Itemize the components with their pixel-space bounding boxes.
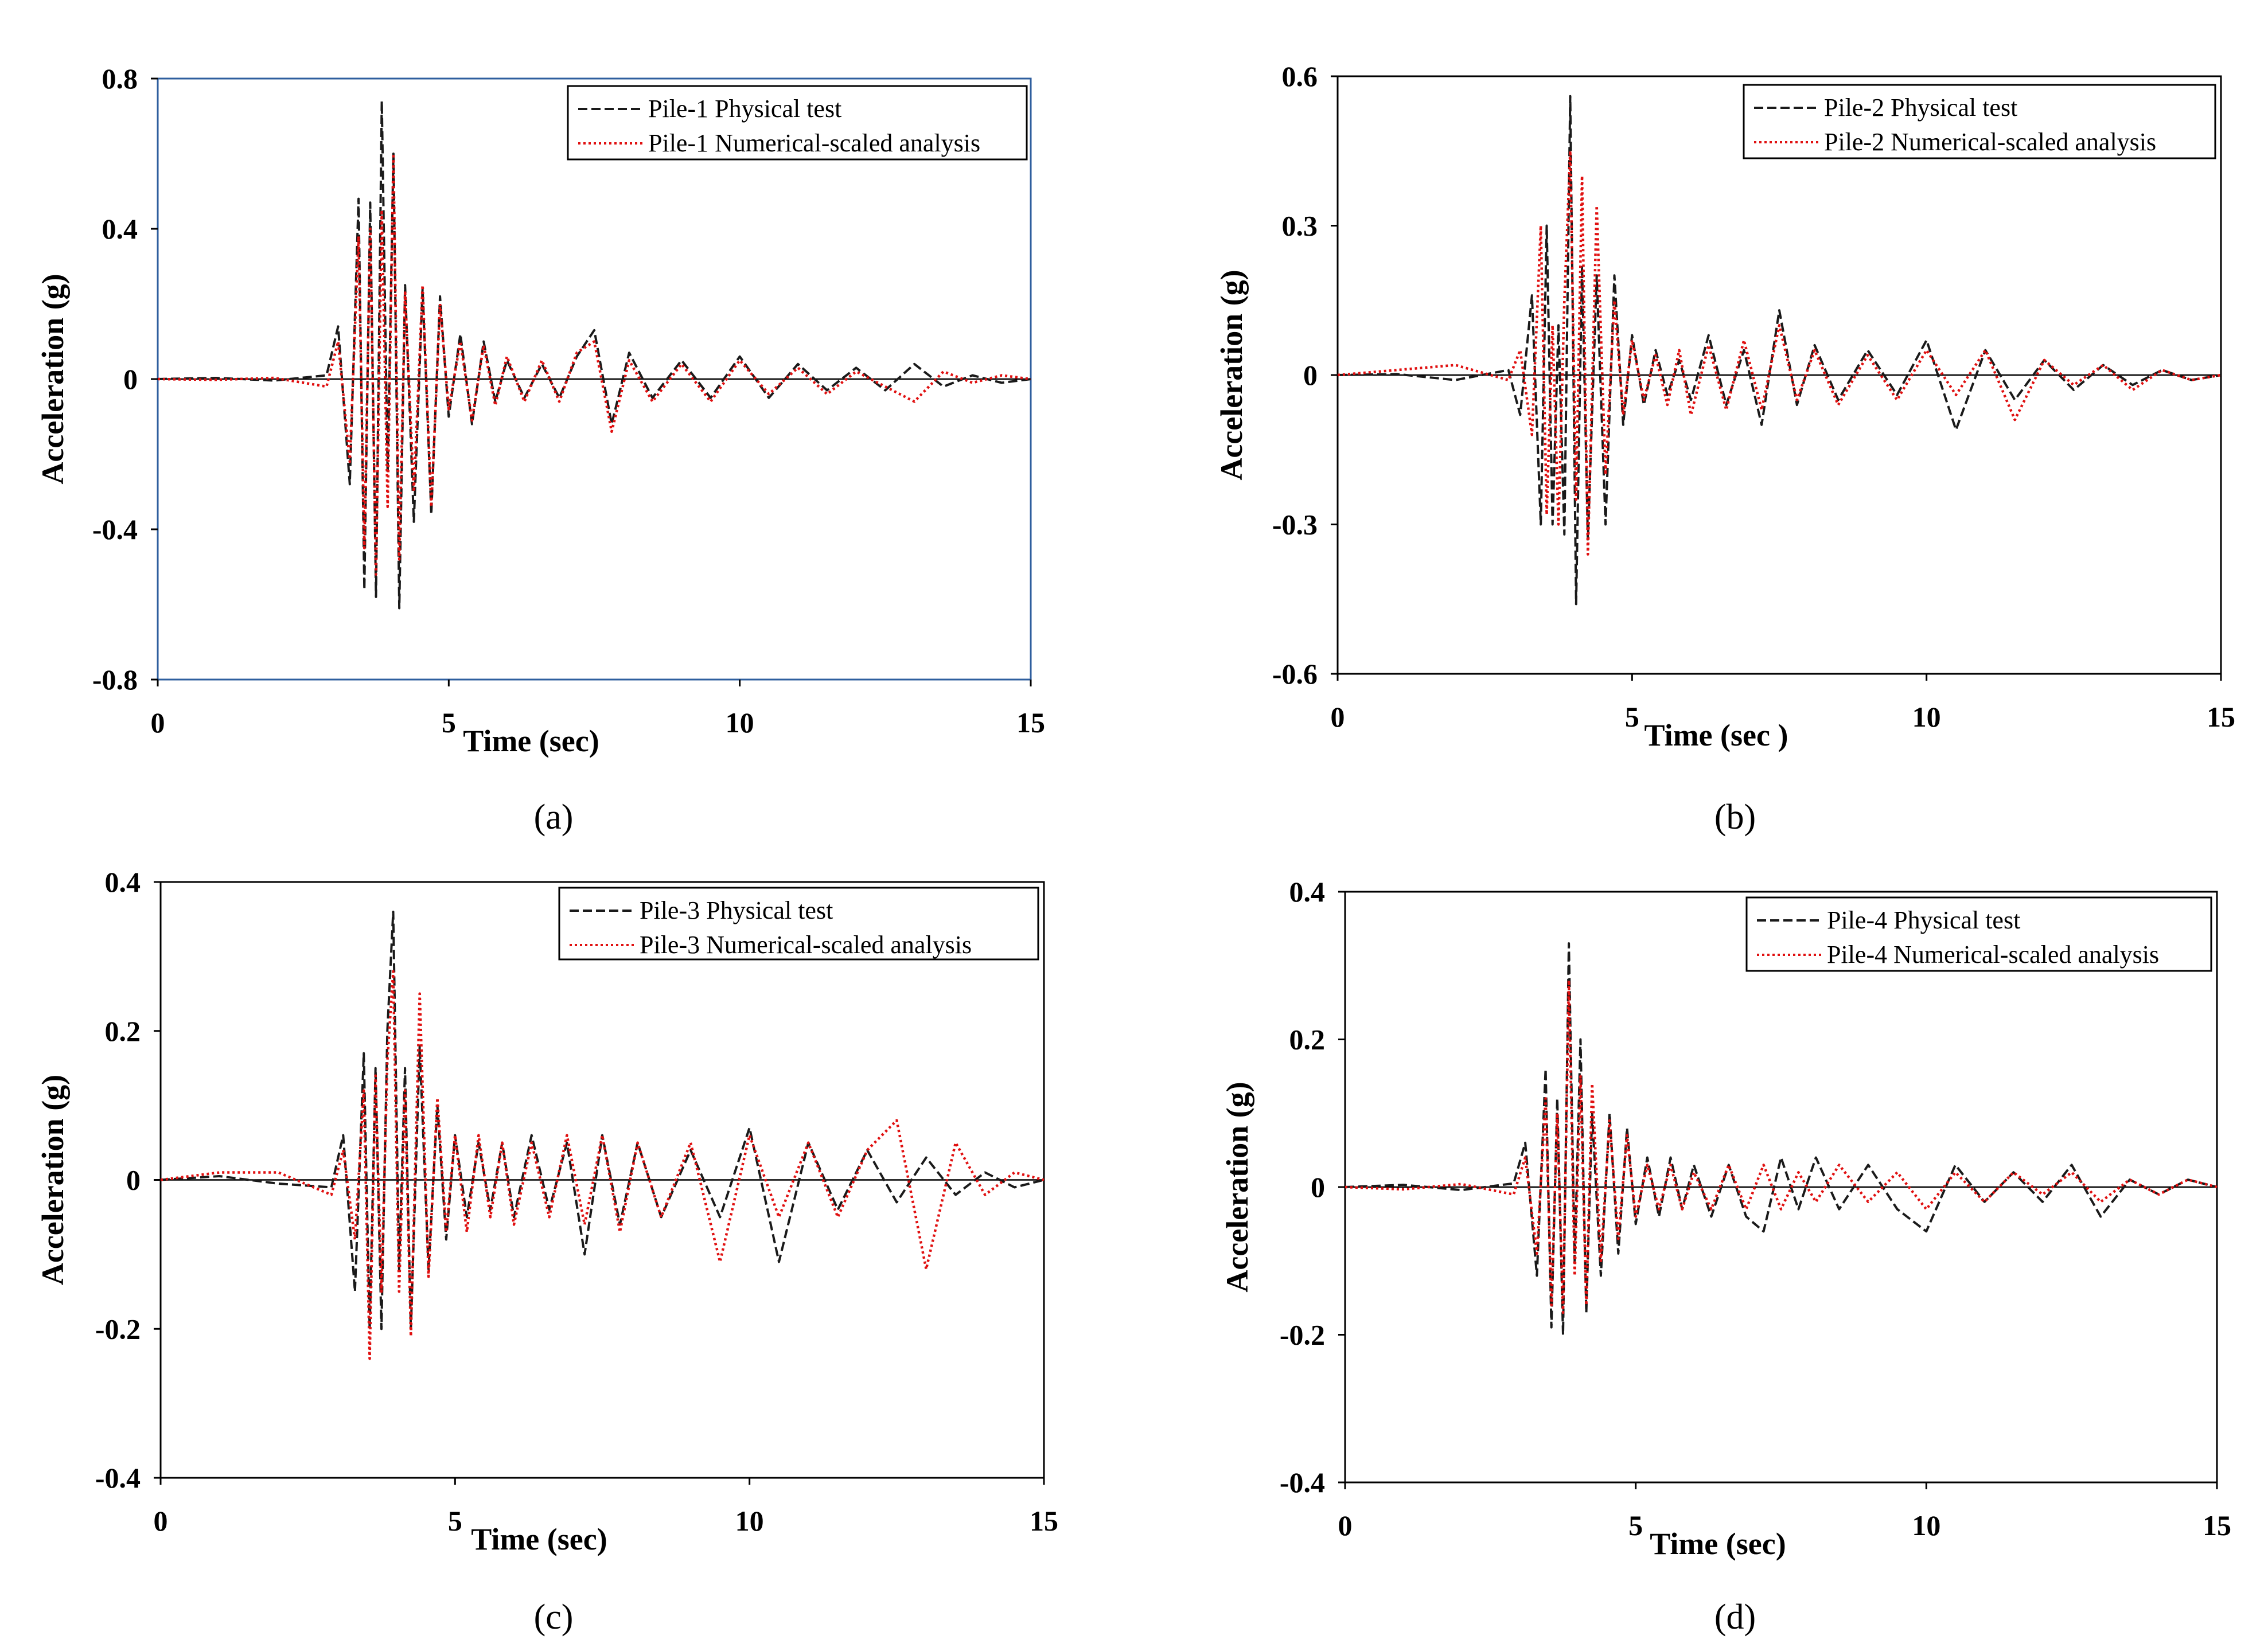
series-line-numerical-analysis (1345, 979, 2218, 1314)
y-tick-label: 0.6 (1282, 60, 1318, 92)
legend-label: Pile-3 Numerical-scaled analysis (640, 931, 972, 959)
y-tick-label: 0 (1303, 359, 1318, 391)
panel-caption: (a) (534, 798, 574, 837)
y-tick-label: -0.2 (1280, 1319, 1325, 1351)
series-line-physical-test (1337, 95, 2222, 606)
y-tick-label: 0.3 (1282, 210, 1318, 242)
series-line-physical-test (1345, 942, 2218, 1336)
x-tick-label: 15 (1016, 707, 1045, 739)
y-tick-label: 0.4 (105, 866, 141, 898)
x-tick-label: 10 (735, 1505, 764, 1537)
x-tick-label: 5 (1628, 1509, 1643, 1541)
legend: Pile-3 Physical test Pile-3 Numerical-sca… (558, 887, 1039, 961)
y-tick-label: 0.4 (102, 213, 138, 245)
legend-label: Pile-4 Physical test (1827, 906, 2020, 934)
chart-panel-4: -0.4 -0.2 0 0.2 0.4 0 5 10 15 Time (sec) Accelerat… (1220, 876, 2231, 1637)
series-line-numerical-analysis (160, 970, 1045, 1360)
series-line-numerical-analysis (157, 152, 1031, 576)
legend: Pile-2 Physical test Pile-2 Numerical-sca… (1743, 84, 2216, 159)
x-tick-label: 5 (448, 1505, 462, 1537)
y-axis-label: Acceleration (g) (36, 1075, 70, 1285)
x-tick-label: 0 (151, 707, 165, 739)
y-axis-label: Acceleration (g) (1220, 1082, 1254, 1292)
y-tick-label: 0.2 (1289, 1024, 1326, 1056)
y-axis-label: Acceleration (g) (36, 274, 70, 484)
x-axis-label: Time (sec) (463, 724, 599, 758)
legend-label: Pile-2 Numerical-scaled analysis (1824, 128, 2156, 156)
x-tick-label: 5 (442, 707, 456, 739)
series-line-physical-test (160, 911, 1045, 1330)
legend-label: Pile-1 Physical test (648, 95, 841, 123)
series-line-physical-test (157, 100, 1031, 610)
x-tick-label: 10 (1912, 701, 1941, 733)
x-tick-label: 10 (726, 707, 754, 739)
x-tick-label: 15 (2203, 1509, 2231, 1541)
legend-label: Pile-3 Physical test (640, 896, 833, 924)
y-tick-label: 0.2 (105, 1015, 141, 1047)
chart-panel-2: -0.6 -0.3 0 0.3 0.6 0 5 10 15 Time (sec ) Accelera… (1214, 60, 2235, 837)
x-tick-label: 0 (1331, 701, 1345, 733)
legend-box (567, 85, 1028, 161)
x-tick-label: 10 (1912, 1509, 1940, 1541)
y-tick-label: 0 (1311, 1171, 1325, 1203)
x-tick-label: 0 (1338, 1509, 1353, 1541)
legend: Pile-4 Physical test Pile-4 Numerical-sca… (1745, 896, 2212, 972)
legend-label: Pile-4 Numerical-scaled analysis (1827, 940, 2159, 969)
chart-panel-1: -0.8 -0.4 0 0.4 0.8 0 5 10 15 Time (sec) Accelerat… (36, 63, 1045, 837)
chart-panel-3: -0.4 -0.2 0 0.2 0.4 0 5 10 15 Time (sec) Accelerat… (36, 866, 1058, 1637)
y-tick-label: -0.4 (95, 1462, 141, 1494)
y-tick-label: -0.3 (1272, 509, 1318, 541)
panel-caption: (d) (1714, 1598, 1756, 1637)
x-tick-label: 15 (2207, 701, 2235, 733)
legend-box (1743, 84, 2216, 159)
x-tick-label: 15 (1030, 1505, 1058, 1537)
y-tick-label: -0.6 (1272, 658, 1318, 690)
y-tick-label: 0.8 (102, 63, 138, 95)
legend-box (1745, 896, 2212, 972)
x-axis-label: Time (sec) (471, 1522, 607, 1556)
y-tick-label: 0 (123, 363, 138, 395)
y-tick-label: 0.4 (1289, 876, 1326, 908)
panel-caption: (c) (534, 1598, 574, 1637)
legend-label: Pile-1 Numerical-scaled analysis (648, 129, 980, 157)
y-axis-label: Acceleration (g) (1214, 270, 1249, 480)
y-tick-label: -0.4 (92, 513, 138, 545)
y-tick-label: -0.2 (95, 1313, 141, 1345)
series-line-numerical-analysis (1337, 149, 2222, 556)
legend-label: Pile-2 Physical test (1824, 93, 2017, 122)
y-tick-label: -0.8 (92, 663, 138, 696)
y-tick-label: 0 (126, 1164, 141, 1196)
x-axis-label: Time (sec ) (1645, 718, 1788, 752)
x-axis-label: Time (sec) (1650, 1527, 1786, 1561)
x-tick-label: 0 (154, 1505, 168, 1537)
y-tick-label: -0.4 (1280, 1466, 1325, 1498)
panel-caption: (b) (1714, 798, 1756, 837)
legend-box (558, 887, 1039, 961)
x-tick-label: 5 (1625, 701, 1639, 733)
legend: Pile-1 Physical test Pile-1 Numerical-sca… (567, 85, 1028, 161)
